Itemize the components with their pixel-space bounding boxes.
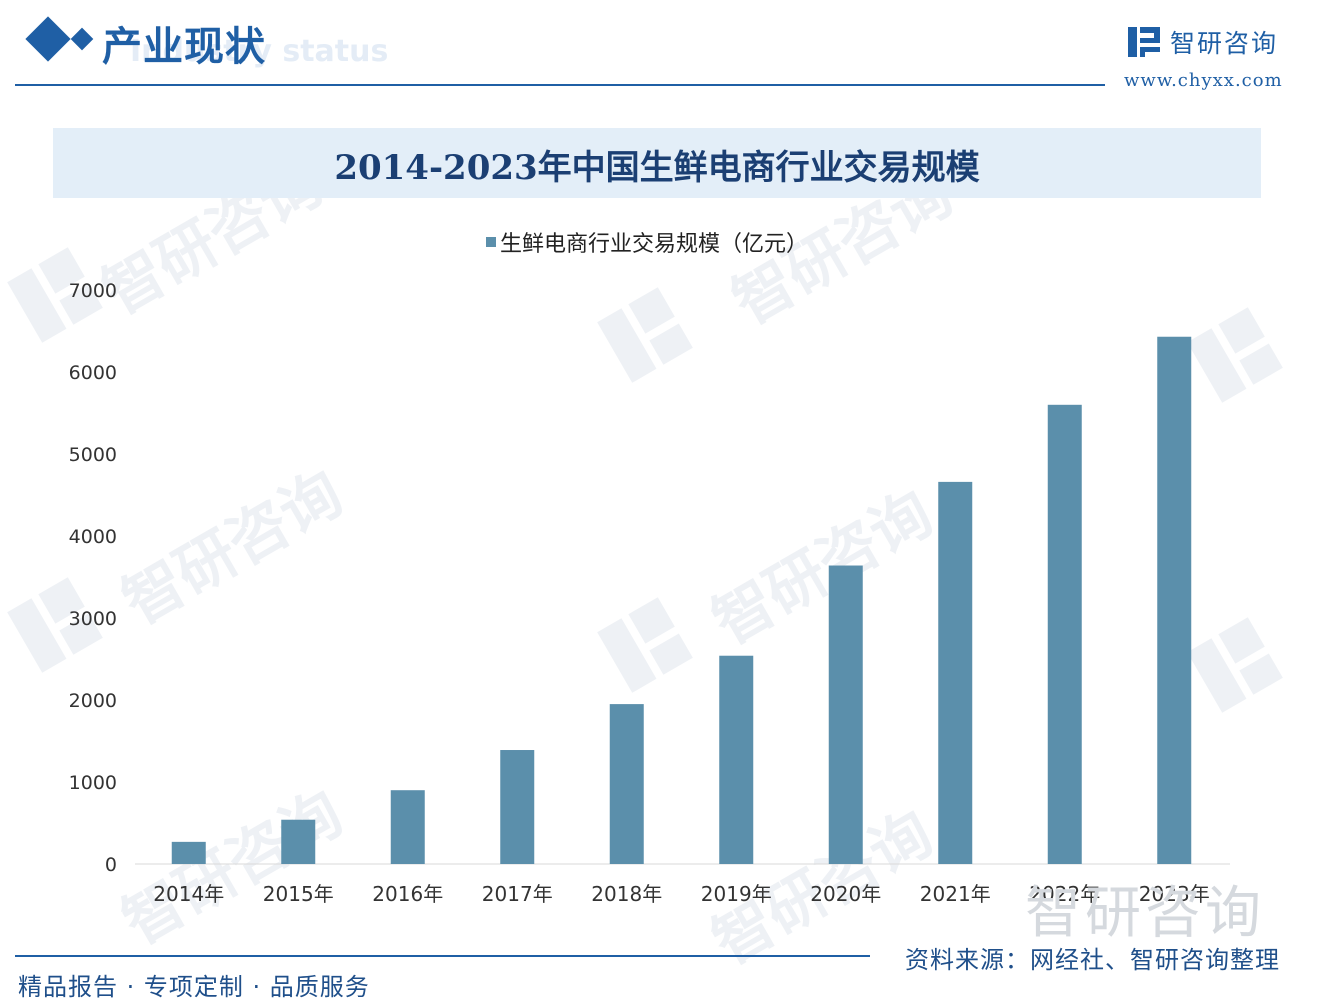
y-tick-label: 5000: [69, 444, 117, 466]
brand-logo-icon: [1128, 27, 1160, 57]
y-tick-label: 4000: [69, 526, 117, 548]
bar: [1157, 336, 1192, 864]
header-divider: [15, 84, 1105, 86]
x-tick-label: 2022年: [1029, 882, 1100, 906]
bar: [828, 565, 863, 864]
x-tick-label: 2023年: [1139, 882, 1210, 906]
bar: [281, 819, 316, 864]
bar: [719, 655, 754, 864]
x-tick-label: 2020年: [810, 882, 881, 906]
bar: [609, 704, 644, 864]
bar: [390, 790, 425, 864]
section-title: 产业现状: [102, 23, 266, 70]
bar: [171, 841, 206, 864]
bar: [938, 481, 973, 864]
x-tick-label: 2021年: [920, 882, 991, 906]
chart-title: 2014-2023年中国生鲜电商行业交易规模: [334, 148, 980, 188]
x-tick-label: 2016年: [372, 882, 443, 906]
x-tick-label: 2014年: [153, 882, 224, 906]
y-tick-label: 1000: [69, 772, 117, 794]
x-tick-label: 2018年: [591, 882, 662, 906]
x-tick-label: 2017年: [482, 882, 553, 906]
y-tick-label: 2000: [69, 690, 117, 712]
y-tick-label: 0: [105, 854, 117, 876]
footer-divider: [15, 955, 870, 957]
brand-name: 智研咨询: [1170, 29, 1279, 58]
chart-legend: 生鲜电商行业交易规模（亿元）: [486, 226, 808, 258]
x-tick-label: 2015年: [263, 882, 334, 906]
footer-source: 资料来源：网经社、智研咨询整理: [905, 946, 1280, 974]
bar: [500, 750, 535, 864]
y-tick-label: 3000: [69, 608, 117, 630]
y-tick-label: 6000: [69, 362, 117, 384]
legend-swatch: [486, 237, 496, 247]
y-tick-label: 7000: [69, 280, 117, 302]
footer-slogan: 精品报告 · 专项定制 · 品质服务: [18, 973, 370, 1001]
bar: [1047, 404, 1082, 864]
legend-label: 生鲜电商行业交易规模（亿元）: [500, 232, 809, 257]
brand-url: www.chyxx.com: [1124, 70, 1283, 91]
chart-title-band: [53, 128, 1261, 198]
x-tick-label: 2019年: [701, 882, 772, 906]
